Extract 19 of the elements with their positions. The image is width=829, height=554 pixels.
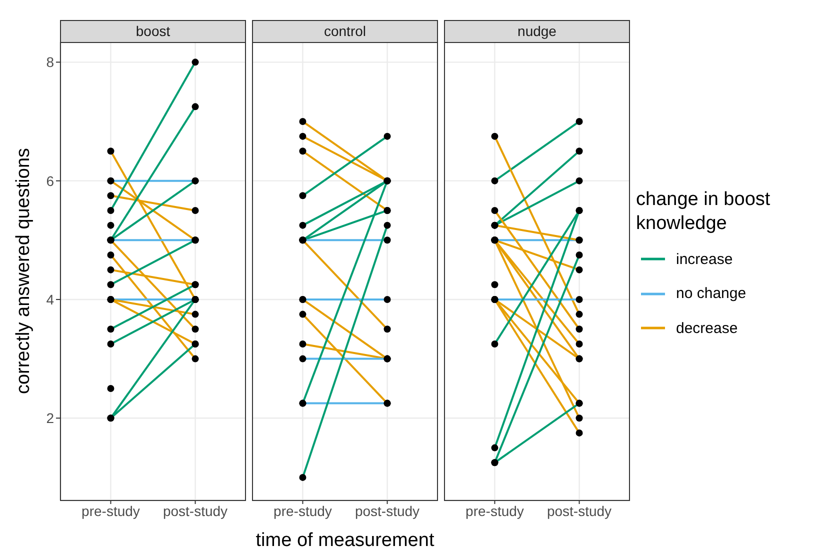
y-tick-label: 2 [46,410,54,426]
legend-label: increase [676,250,733,268]
chart-title: nudge [444,20,630,43]
y-tick-label: 4 [46,291,54,308]
x-axis-title: time of measurement [256,530,434,552]
legend-title: change in boost knowledge [636,188,772,236]
chart-title: control [252,20,438,43]
x-tick-label: post-study [354,502,420,519]
y-axis-title: correctly answered questions [13,148,35,394]
chart-title: boost [60,20,246,43]
x-tick-label: post-study [162,502,228,519]
x-tick-label: pre-study [82,502,140,519]
y-tick-label: 6 [46,172,54,189]
legend-label: no change [676,285,746,302]
x-tick-label: pre-study [274,502,332,519]
legend-label: decrease [676,320,738,337]
x-tick-label: post-study [546,502,612,519]
y-tick-label: 8 [46,54,54,70]
x-tick-label: pre-study [466,502,524,519]
